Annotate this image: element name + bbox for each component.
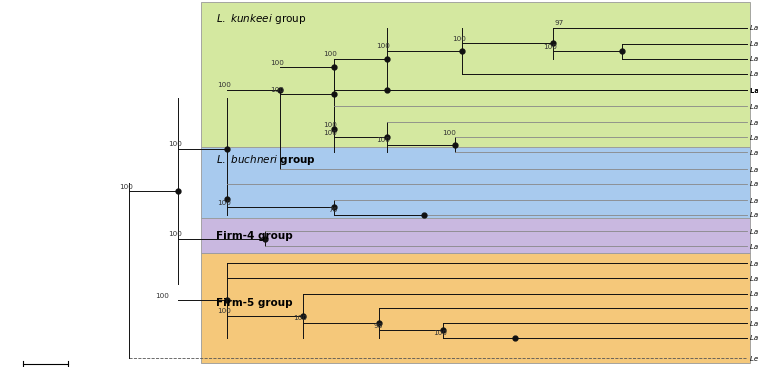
Text: Lactobacillus sunkii DSM 19904ᵀ (AZEA01000056): Lactobacillus sunkii DSM 19904ᵀ (AZEA010… — [750, 180, 758, 187]
Text: 97: 97 — [555, 20, 564, 26]
Text: 100: 100 — [324, 51, 337, 57]
Text: Lactobacillus kunkeei LMbe (JXDE01000000): Lactobacillus kunkeei LMbe (JXDE01000000… — [750, 41, 758, 47]
Text: 100: 100 — [293, 316, 307, 321]
Text: 100: 100 — [377, 137, 390, 143]
Text: 100: 100 — [324, 130, 337, 135]
Text: Lactobacillus otakiensis JCM 15040ᵀ (BASH01000017): Lactobacillus otakiensis JCM 15040ᵀ (BAS… — [750, 196, 758, 204]
Text: 100: 100 — [453, 36, 466, 41]
Text: 76: 76 — [328, 207, 337, 213]
Text: Lactobacillus micheneri Hiig3ᵀ (KT833121): Lactobacillus micheneri Hiig3ᵀ (KT833121… — [750, 148, 758, 156]
Text: 100: 100 — [218, 308, 231, 314]
Text: Lactobacillus melliifer Bin4 (JX099543): Lactobacillus melliifer Bin4 (JX099543) — [750, 228, 758, 235]
Text: Leuconostoc mesenteroides subsp. mesenteroides ATCC 8293ᵀ (GCA 000014445): Leuconostoc mesenteroides subsp. mesente… — [750, 354, 758, 361]
Text: Lactobacillus kunkeei Fhon2 (JXCU01000000): Lactobacillus kunkeei Fhon2 (JXCU0100000… — [750, 55, 758, 62]
Text: 100: 100 — [168, 141, 182, 147]
FancyBboxPatch shape — [201, 2, 750, 147]
Text: Lactobacillus kosoi NBRC 113063ᵀ (BEXE01000061): Lactobacillus kosoi NBRC 113063ᵀ (BEXE01… — [750, 134, 758, 141]
Text: Firm-5 group: Firm-5 group — [216, 298, 293, 308]
Text: Lactobacillus kullabergensis Blut2Nᵀ (JX099550): Lactobacillus kullabergensis Blut2Nᵀ (JX… — [750, 334, 758, 341]
Text: 100: 100 — [168, 231, 182, 237]
Text: 100: 100 — [218, 200, 231, 206]
Text: 100: 100 — [218, 82, 231, 88]
Text: Lactobacillus meliventriis Hma8ᵀ (JX099551): Lactobacillus meliventriis Hma8ᵀ (JX0995… — [750, 305, 758, 312]
Text: Firm-4 group: Firm-4 group — [216, 230, 293, 241]
Text: Lactobacillus quenuiae HV6ᵀ (KX656667): Lactobacillus quenuiae HV6ᵀ (KX656667) — [750, 103, 758, 110]
Text: Lactobacillus ozensis DSM 23829ᵀ (AYYQ01000014): Lactobacillus ozensis DSM 23829ᵀ (AYYQ01… — [750, 165, 758, 172]
Text: 100: 100 — [119, 184, 133, 190]
Text: 98: 98 — [374, 323, 383, 329]
Text: $\it{L.}$ $\it{buchneri}$ group: $\it{L.}$ $\it{buchneri}$ group — [216, 153, 316, 167]
Text: Lactobacillus iners DSM 13335ᵀ (ACLN01000018): Lactobacillus iners DSM 13335ᵀ (ACLN0100… — [750, 259, 758, 267]
Text: $\it{L.}$ $\it{kunkeei}$ group: $\it{L.}$ $\it{kunkeei}$ group — [216, 12, 306, 26]
Text: 100: 100 — [377, 43, 390, 49]
Text: Lactobacillus kimbladii Hma2Nᵀ (JX099549): Lactobacillus kimbladii Hma2Nᵀ (JX099549… — [750, 319, 758, 327]
Text: Lactobacillus buchneri JCM 1115ᵀ (AB205055): Lactobacillus buchneri JCM 1115ᵀ (AB2050… — [750, 211, 758, 218]
Text: 100: 100 — [434, 330, 447, 336]
Text: Lactobacillus timberlakei HV12ᵀ (KX656650): Lactobacillus timberlakei HV12ᵀ (KX65665… — [750, 119, 758, 126]
FancyBboxPatch shape — [201, 218, 750, 253]
Text: 100: 100 — [155, 293, 169, 299]
FancyBboxPatch shape — [201, 147, 750, 218]
Text: Lactobacillus melis Hon2ᵀ (KQ033880): Lactobacillus melis Hon2ᵀ (KQ033880) — [750, 242, 758, 250]
Text: 100: 100 — [271, 59, 284, 65]
Text: Lactobacillus apis Hma11ᵀ (JXLG01000005): Lactobacillus apis Hma11ᵀ (JXLG01000005) — [750, 274, 758, 281]
FancyBboxPatch shape — [201, 253, 750, 363]
Text: Lactobacillus helsingborgensis Bma5Nᵀ (JX099553): Lactobacillus helsingborgensis Bma5Nᵀ (J… — [750, 290, 758, 297]
Text: 100: 100 — [324, 122, 337, 128]
Text: Lactobacillus kunkeei DSM 12361ᵀ (JXDB01000004): Lactobacillus kunkeei DSM 12361ᵀ (JXDB01… — [750, 24, 758, 31]
Text: 100: 100 — [543, 44, 557, 50]
Text: 100: 100 — [271, 87, 284, 92]
Text: 100: 100 — [443, 130, 456, 136]
Text: Lactobacillus apinorum Fhon13 (NJX099541): Lactobacillus apinorum Fhon13 (NJX099541… — [750, 71, 758, 77]
Text: Lactobacillus sp. BHWM4ᵀ (MH989598): Lactobacillus sp. BHWM4ᵀ (MH989598) — [750, 87, 758, 94]
